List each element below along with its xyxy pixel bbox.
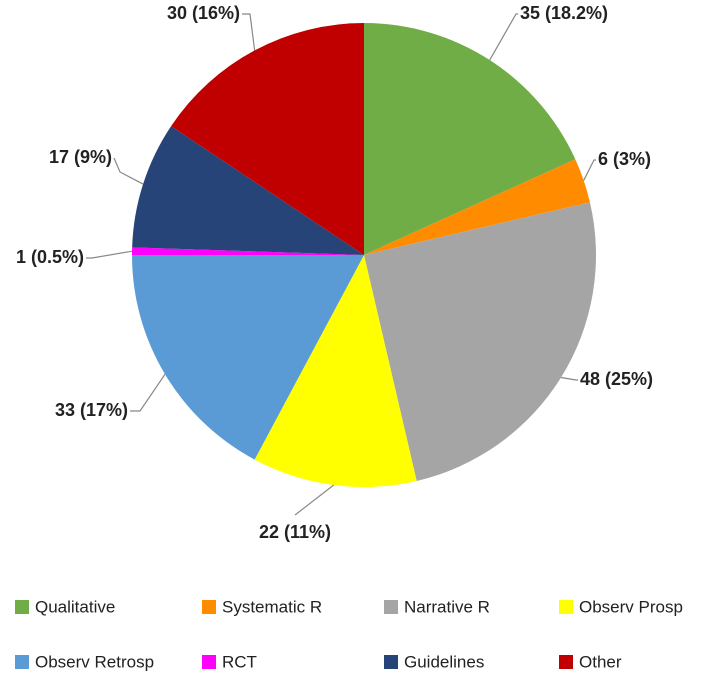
data-label: 6 (3%)	[598, 149, 651, 169]
legend-label: Narrative R	[404, 597, 490, 616]
data-label: 17 (9%)	[49, 147, 112, 167]
data-label: 22 (11%)	[259, 522, 331, 542]
pie-slice	[364, 202, 596, 481]
legend-swatch	[15, 655, 29, 669]
legend-label: RCT	[222, 652, 257, 671]
legend-label: Guidelines	[404, 652, 484, 671]
leader-line	[294, 484, 335, 516]
pie-slice	[364, 23, 576, 255]
data-label: 48 (25%)	[580, 369, 653, 389]
leader-line	[489, 13, 518, 61]
legend-swatch	[559, 600, 573, 614]
data-label: 30 (16%)	[167, 3, 240, 23]
pie-slice	[132, 255, 364, 460]
leader-line	[560, 376, 578, 381]
legend-label: Observ Retrosp	[35, 652, 154, 671]
legend-swatch	[15, 600, 29, 614]
data-label: 33 (17%)	[55, 400, 128, 420]
data-label: 1 (0.5%)	[16, 247, 84, 267]
leader-line	[113, 157, 144, 185]
legend-swatch	[202, 600, 216, 614]
legend-label: Systematic R	[222, 597, 322, 616]
pie-slice	[132, 247, 364, 255]
data-label: 35 (18.2%)	[520, 3, 608, 23]
legend-label: Other	[579, 652, 622, 671]
pie-slice	[171, 23, 364, 255]
leader-line	[242, 13, 256, 51]
pie-slice	[254, 255, 417, 488]
leader-line	[130, 373, 166, 412]
leader-line	[583, 159, 596, 181]
legend-swatch	[384, 600, 398, 614]
legend-swatch	[559, 655, 573, 669]
leader-line	[86, 250, 133, 259]
legend-swatch	[384, 655, 398, 669]
pie-slice	[132, 126, 364, 256]
legend-label: Qualitative	[35, 597, 115, 616]
legend-swatch	[202, 655, 216, 669]
pie-slice	[364, 159, 590, 255]
legend-label: Observ Prosp	[579, 597, 683, 616]
